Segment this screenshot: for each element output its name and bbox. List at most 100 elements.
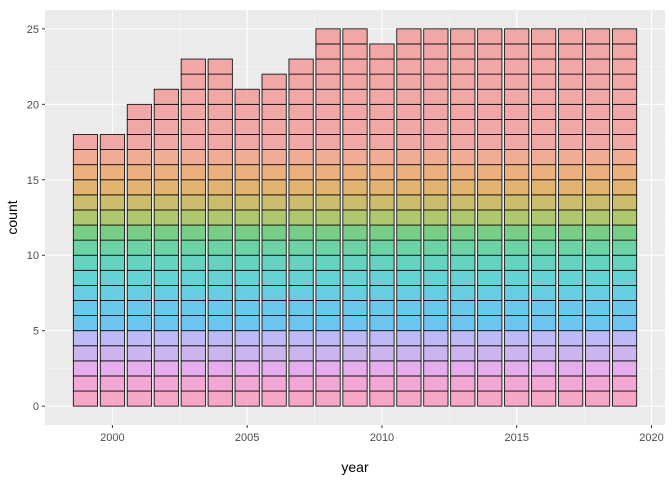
bar-cell [342, 285, 368, 301]
bar-cell [450, 119, 476, 135]
bar-cell [369, 224, 395, 241]
bar-cell [99, 134, 125, 150]
bar-cell [126, 269, 152, 286]
bar-cell [180, 149, 206, 166]
bar-cell [315, 194, 341, 211]
bar-cell [450, 345, 476, 362]
bar-cell [180, 88, 206, 105]
bar-cell [450, 43, 476, 60]
bar-cell [423, 224, 449, 241]
bar-cell [207, 134, 233, 150]
bar-cell [342, 134, 368, 150]
bar-cell [612, 360, 638, 377]
bar-cell [558, 103, 584, 120]
bar-2014 [477, 28, 503, 407]
bar-cell [612, 119, 638, 135]
bar-cell [450, 209, 476, 226]
bar-cell [450, 239, 476, 256]
bar-cell [450, 88, 476, 105]
bar-cell [126, 375, 152, 392]
bar-cell [99, 315, 125, 332]
bar-cell [261, 375, 287, 392]
bar-cell [261, 300, 287, 316]
bar-cell [585, 285, 611, 301]
bar-cell [558, 119, 584, 135]
bar-cell [612, 88, 638, 105]
bar-cell [450, 254, 476, 271]
bar-cell [477, 73, 503, 90]
bar-cell [477, 88, 503, 105]
bar-cell [342, 28, 368, 45]
bar-cell [207, 330, 233, 347]
bar-cell [207, 300, 233, 316]
bar-cell [558, 43, 584, 60]
bar-cell [234, 194, 260, 211]
bar-cell [504, 345, 530, 362]
bar-cell [531, 28, 557, 45]
bar-cell [261, 315, 287, 332]
bar-cell [369, 134, 395, 150]
bar-cell [315, 375, 341, 392]
bar-cell [153, 119, 179, 135]
bar-cell [477, 119, 503, 135]
bar-cell [234, 330, 260, 347]
bar-cell [342, 58, 368, 75]
bar-cell [207, 315, 233, 332]
bar-cell [396, 315, 422, 332]
bar-cell [261, 149, 287, 166]
bar-cell [207, 375, 233, 392]
bar-cell [369, 345, 395, 362]
bar-cell [558, 315, 584, 332]
bar-cell [423, 58, 449, 75]
bar-cell [126, 300, 152, 316]
bar-cell [531, 390, 557, 407]
bar-cell [477, 285, 503, 301]
bar-cell [585, 315, 611, 332]
bar-cell [396, 149, 422, 166]
bar-cell [288, 254, 314, 271]
bar-cell [99, 209, 125, 226]
bar-cell [288, 360, 314, 377]
bar-cell [531, 134, 557, 150]
bar-cell [153, 194, 179, 211]
bar-cell [423, 103, 449, 120]
bar-cell [558, 300, 584, 316]
bar-cell [558, 390, 584, 407]
x-tick-label: 2005 [235, 432, 259, 444]
bar-cell [261, 254, 287, 271]
bar-cell [315, 330, 341, 347]
bar-cell [396, 239, 422, 256]
bar-cell [288, 103, 314, 120]
bar-cell [612, 330, 638, 347]
bar-2018 [585, 28, 611, 407]
bar-cell [396, 209, 422, 226]
bar-cell [180, 134, 206, 150]
bar-cell [126, 194, 152, 211]
bar-cell [396, 88, 422, 105]
bar-cell [396, 58, 422, 75]
bar-cell [612, 390, 638, 407]
bar-cell [477, 239, 503, 256]
bar-cell [261, 164, 287, 181]
bar-cell [585, 119, 611, 135]
bar-cell [288, 73, 314, 90]
bar-cell [558, 164, 584, 181]
bar-cell [369, 58, 395, 75]
bar-cell [261, 224, 287, 241]
bar-cell [315, 345, 341, 362]
bar-cell [369, 269, 395, 286]
bar-cell [342, 300, 368, 316]
bar-cell [396, 330, 422, 347]
bar-cell [585, 73, 611, 90]
bar-2012 [423, 28, 449, 407]
bar-cell [450, 103, 476, 120]
bar-cell [531, 164, 557, 181]
bar-cell [207, 239, 233, 256]
y-tick-label: 0 [33, 401, 39, 413]
bar-cell [126, 315, 152, 332]
bar-cell [612, 285, 638, 301]
bar-cell [450, 375, 476, 392]
bar-cell [72, 164, 98, 181]
bar-cell [315, 254, 341, 271]
bar-cell [477, 209, 503, 226]
